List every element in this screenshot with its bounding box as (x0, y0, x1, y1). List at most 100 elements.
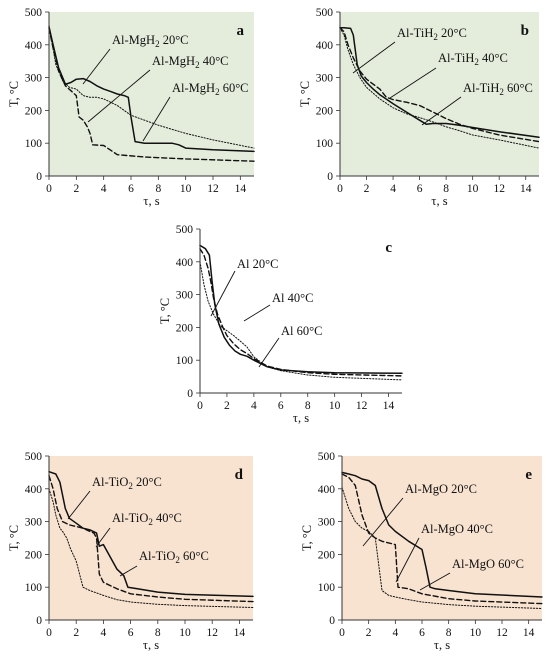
annotation-base: Al 40°C (272, 291, 313, 305)
y-axis-title: T, °C (7, 81, 21, 107)
annotation-temperature: 40°C (479, 51, 508, 65)
y-tick-label: 200 (316, 105, 334, 117)
chart-panel-c: 0 100 200 300 400 500 0 2 4 6 8 10 12 14 τ, s T, °C c Al … (158, 224, 403, 425)
annotation-leader (389, 67, 437, 99)
y-tick-label: 100 (25, 582, 43, 594)
x-tick-label: 0 (46, 183, 52, 195)
y-tick-label: 300 (316, 73, 334, 85)
y-tick-label: 400 (316, 40, 334, 52)
y-axis-title: T, °C (298, 81, 312, 107)
plot-area (49, 12, 254, 176)
series-line-dotted (48, 24, 255, 149)
y-tick-label: 300 (176, 290, 194, 302)
chart-panel-b: 0 100 200 300 400 500 0 2 4 6 8 10 12 14 τ, s T, °C b Al-… (298, 7, 540, 208)
x-tick-label: 2 (224, 400, 230, 412)
series-annotation: Al 60°C (281, 324, 322, 338)
y-tick-label: 300 (25, 517, 43, 529)
y-tick-label: 0 (327, 171, 333, 183)
annotation-leader (119, 565, 138, 577)
x-axis-title: τ, s (434, 638, 450, 652)
x-axis-title: τ, s (143, 194, 159, 208)
x-tick-label: 4 (390, 183, 396, 195)
x-tick-label: 2 (366, 627, 372, 639)
annotation-subscript: 2 (155, 39, 160, 49)
y-tick-label: 0 (36, 171, 42, 183)
y-tick-label: 400 (25, 484, 43, 496)
annotation-base: Al-MgO 60°C (452, 557, 524, 571)
y-tick-label: 100 (318, 582, 336, 594)
series-line-dashed (48, 475, 254, 603)
x-tick-label: 10 (180, 183, 192, 195)
series-line-dashed (199, 247, 403, 377)
x-tick-label: 2 (73, 183, 79, 195)
annotation-temperature: 40°C (200, 54, 229, 68)
series-annotation: Al-MgH2 20°C (112, 33, 189, 49)
x-tick-label: 12 (496, 627, 508, 639)
y-axis-title: T, °C (158, 298, 172, 324)
x-tick-label: 14 (383, 400, 395, 412)
series-annotation: Al-MgO 40°C (421, 522, 493, 536)
annotation-base: Al-TiH (463, 81, 499, 95)
annotation-base: Al-TiH (438, 51, 474, 65)
y-tick-label: 500 (316, 7, 334, 19)
series-annotation: Al-TiH2 40°C (438, 51, 508, 67)
series-line-dashed (339, 27, 540, 143)
annotation-leader (419, 572, 451, 591)
x-tick-label: 0 (337, 183, 343, 195)
y-tick-label: 400 (25, 40, 43, 52)
panel-letter: c (385, 240, 392, 256)
annotation-leader (258, 337, 280, 368)
y-axis-title: T, °C (300, 525, 314, 551)
y-tick-label: 200 (176, 322, 194, 334)
y-axis-title: T, °C (7, 525, 21, 551)
x-tick-label: 4 (101, 183, 107, 195)
series-annotation: Al-TiH2 20°C (397, 26, 467, 42)
annotation-leader (87, 69, 151, 123)
x-tick-label: 8 (446, 627, 452, 639)
series-annotation: Al-TiH2 60°C (463, 81, 533, 97)
y-tick-label: 200 (25, 549, 43, 561)
series-annotation: Al-MgO 60°C (452, 557, 524, 571)
y-tick-label: 500 (318, 451, 336, 463)
annotation-leader (210, 270, 236, 317)
y-tick-label: 200 (25, 105, 43, 117)
series-annotation: Al 20°C (237, 257, 278, 271)
x-tick-label: 12 (493, 183, 505, 195)
series-line-solid (339, 26, 540, 139)
annotation-temperature: 60°C (220, 81, 249, 95)
annotation-leader (362, 497, 404, 547)
x-tick-label: 2 (364, 183, 370, 195)
annotation-leader (243, 304, 271, 322)
chart-panel-d: 0 100 200 300 400 500 0 2 4 6 8 10 12 14 τ, s T, °C d Al-… (7, 451, 254, 652)
annotation-subscript: 2 (433, 32, 438, 42)
x-tick-label: 8 (155, 183, 161, 195)
annotation-temperature: 20°C (160, 33, 189, 47)
series-annotation: Al-MgO 20°C (405, 482, 477, 496)
annotation-subscript: 2 (175, 555, 180, 565)
x-tick-label: 6 (278, 400, 284, 412)
annotation-leader (352, 41, 396, 74)
series-annotation: Al-MgH2 60°C (172, 81, 249, 97)
y-tick-label: 0 (329, 615, 335, 627)
series-annotation: Al-MgH2 40°C (152, 54, 229, 70)
series-annotation: Al 40°C (272, 291, 313, 305)
plot-area (200, 229, 402, 393)
x-tick-label: 14 (235, 183, 247, 195)
x-tick-label: 8 (155, 627, 161, 639)
x-tick-label: 8 (443, 183, 449, 195)
annotation-subscript: 2 (148, 517, 153, 527)
annotation-base: Al-MgH (152, 54, 195, 68)
x-tick-label: 10 (467, 183, 479, 195)
series-annotation: Al-TiO2 40°C (112, 511, 182, 527)
x-tick-label: 4 (251, 400, 257, 412)
annotation-leader (142, 96, 171, 142)
y-tick-label: 100 (176, 355, 194, 367)
annotation-temperature: 20°C (133, 475, 162, 489)
annotation-subscript: 2 (215, 87, 220, 97)
y-tick-label: 200 (318, 549, 336, 561)
x-tick-label: 4 (392, 627, 398, 639)
chart-panel-a: 0 100 200 300 400 500 0 2 4 6 8 10 12 14 τ, s T, °C a Al-… (7, 7, 255, 208)
y-tick-label: 100 (316, 138, 334, 150)
x-tick-label: 2 (73, 627, 79, 639)
